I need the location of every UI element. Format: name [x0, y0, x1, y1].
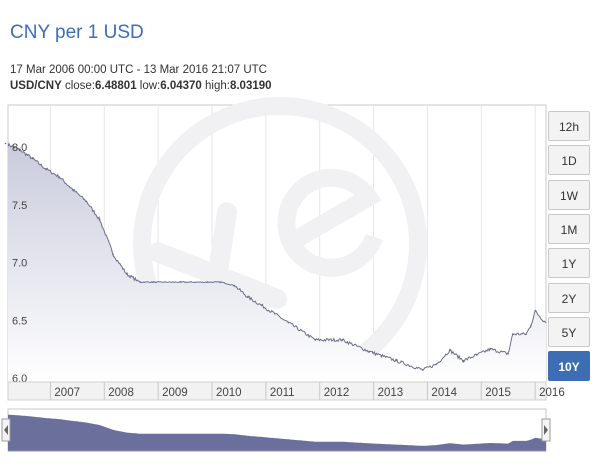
range-button-2y[interactable]: 2Y — [548, 282, 590, 313]
x-tick-label: 2014 — [431, 387, 457, 399]
data-point — [179, 281, 182, 283]
x-tick-label: 2007 — [54, 387, 80, 399]
range-button-1y[interactable]: 1Y — [548, 248, 590, 279]
low-value: 6.04370 — [160, 80, 202, 92]
navigator-area — [8, 414, 546, 451]
x-tick-label: 2015 — [485, 387, 511, 399]
x-tick-label: 2013 — [378, 387, 404, 399]
data-point — [511, 333, 514, 335]
data-point — [529, 325, 532, 327]
data-point — [85, 200, 88, 203]
data-point — [435, 363, 438, 365]
y-tick-label: 7.5 — [12, 200, 27, 212]
chart-title: CNY per 1 USD — [10, 22, 144, 43]
data-point — [395, 359, 397, 362]
navigator[interactable] — [1, 408, 551, 452]
data-point — [449, 349, 451, 352]
data-point — [462, 359, 465, 362]
close-value: 6.48801 — [95, 80, 137, 92]
range-button-12h[interactable]: 12h — [548, 111, 590, 141]
x-tick-label: 2010 — [216, 387, 242, 399]
range-button-5y[interactable]: 5Y — [548, 316, 590, 347]
range-button-1d[interactable]: 1D — [548, 145, 590, 176]
date-range-text: 17 Mar 2006 00:00 UTC - 13 Mar 2016 21:0… — [10, 64, 267, 76]
high-label: high: — [205, 80, 230, 92]
data-point — [206, 281, 209, 283]
data-point — [233, 284, 236, 287]
x-axis-band — [7, 381, 547, 401]
data-point — [125, 273, 128, 275]
x-tick-label: 2009 — [162, 387, 188, 399]
x-tick-label: 2016 — [539, 387, 565, 399]
y-tick-label: 7.0 — [12, 258, 27, 270]
x-tick-label: 2011 — [270, 387, 295, 399]
y-tick-label: 8.0 — [12, 142, 27, 154]
x-tick-label: 2008 — [108, 387, 134, 399]
data-point — [314, 339, 317, 341]
quote-summary: USD/CNY close:6.48801 low:6.04370 high:8… — [10, 80, 272, 92]
series-line — [7, 142, 547, 372]
data-point — [58, 176, 61, 178]
navigator-left-handle[interactable] — [1, 418, 11, 442]
data-point — [45, 168, 47, 170]
range-button-1m[interactable]: 1M — [548, 213, 590, 244]
data-point — [247, 296, 249, 298]
data-point — [260, 304, 263, 307]
data-point — [31, 157, 34, 160]
high-value: 8.03190 — [229, 80, 272, 92]
x-tick-label: 2012 — [324, 387, 350, 399]
data-point — [534, 310, 536, 312]
low-label: low: — [139, 80, 161, 92]
pair-label: USD/CNY — [10, 80, 62, 92]
data-point — [341, 339, 344, 341]
data-point — [72, 188, 74, 191]
data-point — [507, 352, 510, 355]
data-point — [18, 148, 20, 151]
area-fill — [8, 143, 546, 382]
data-point — [287, 321, 290, 324]
navigator-right-handle[interactable] — [541, 418, 551, 442]
data-point — [112, 253, 115, 256]
data-point — [220, 281, 222, 283]
close-label: close: — [64, 80, 96, 92]
data-point — [489, 348, 492, 350]
data-point — [422, 369, 424, 371]
data-point — [139, 281, 141, 283]
data-point — [543, 320, 545, 323]
data-point — [4, 142, 7, 145]
data-point — [476, 354, 478, 356]
data-point — [525, 333, 527, 335]
data-point — [368, 350, 370, 353]
range-button-1w[interactable]: 1W — [548, 179, 590, 210]
y-tick-label: 6.5 — [12, 315, 27, 327]
data-point — [99, 219, 101, 221]
range-button-10y[interactable]: 10Y — [548, 351, 590, 382]
data-point — [152, 281, 155, 283]
